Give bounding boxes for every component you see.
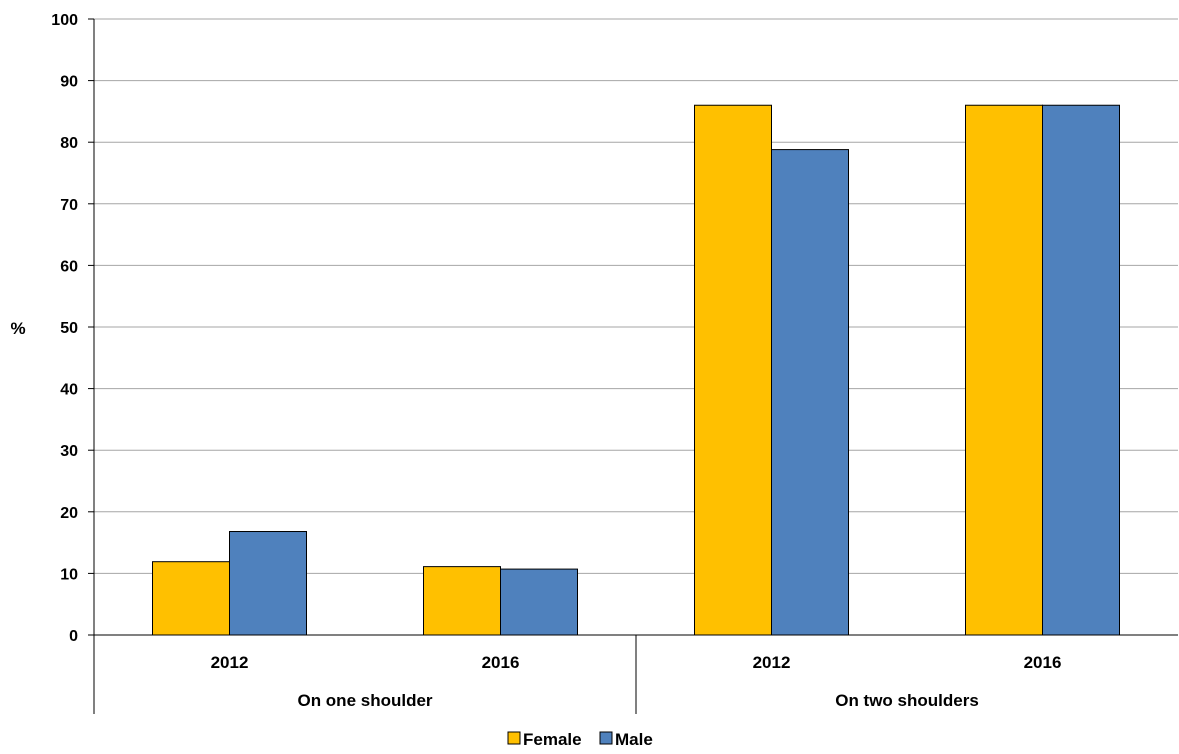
- legend-label-female: Female: [523, 730, 582, 749]
- x-group-labels: On one shoulder On two shoulders: [297, 691, 978, 710]
- gridlines: [94, 18, 1178, 574]
- bar-female-3: [694, 104, 772, 636]
- x-category-label: 2016: [482, 653, 520, 672]
- y-tick-label: 100: [51, 12, 78, 29]
- y-tick-label: 20: [60, 505, 78, 522]
- bar-male-4: [1042, 104, 1120, 636]
- y-tick-label: 90: [60, 74, 78, 91]
- x-group-label: On one shoulder: [297, 691, 432, 710]
- x-category-label: 2012: [211, 653, 249, 672]
- bar-male-3: [771, 149, 849, 636]
- y-axis-label: %: [10, 319, 25, 338]
- bar-male-2: [500, 568, 578, 636]
- bar-female-4: [965, 104, 1043, 636]
- legend-swatch-male: [599, 731, 613, 745]
- x-category-label: 2016: [1024, 653, 1062, 672]
- y-tick-label: 50: [60, 320, 78, 337]
- y-tick-label: 80: [60, 135, 78, 152]
- x-category-labels: 2012 2016 2012 2016: [211, 653, 1062, 672]
- y-tick-label: 70: [60, 197, 78, 214]
- y-tick-label: 30: [60, 443, 78, 460]
- y-tick-labels: 0 10 20 30 40 50 60 70 80 90 100: [51, 12, 78, 645]
- y-tick-label: 10: [60, 566, 78, 583]
- legend-label-male: Male: [615, 730, 653, 749]
- bars: [152, 104, 1120, 636]
- y-tick-label: 0: [69, 628, 78, 645]
- bar-female-1: [152, 561, 230, 636]
- y-tick-label: 60: [60, 258, 78, 275]
- x-group-label: On two shoulders: [835, 691, 979, 710]
- y-tick-label: 40: [60, 382, 78, 399]
- axes: [88, 18, 1178, 714]
- bar-male-1: [229, 531, 307, 636]
- x-category-label: 2012: [753, 653, 791, 672]
- legend: Female Male: [507, 730, 653, 749]
- bar-female-2: [423, 566, 501, 636]
- legend-swatch-female: [507, 731, 521, 745]
